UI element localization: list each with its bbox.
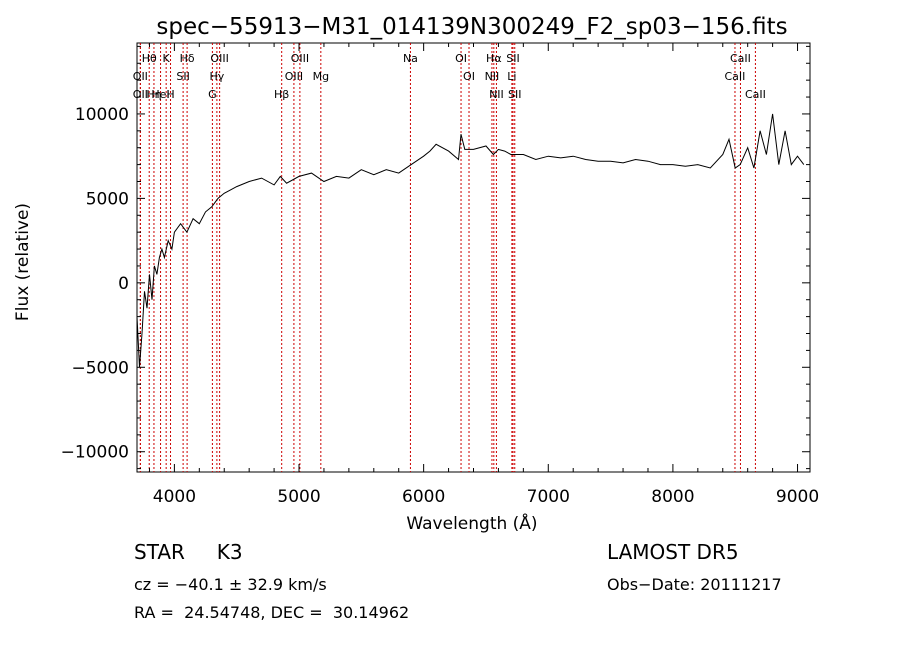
coordinates-label: RA = 24.54748, DEC = 30.14962 [134, 603, 410, 622]
y-tick-label: −5000 [71, 358, 129, 378]
line-label: OIII [285, 70, 303, 83]
line-label: NII [485, 70, 500, 83]
x-tick-label: 9000 [776, 487, 819, 507]
line-label: Mg [313, 70, 329, 83]
x-tick-label: 8000 [651, 487, 694, 507]
spectral-class-label: STAR K3 [134, 540, 243, 564]
line-label: CaII [725, 70, 746, 83]
x-tick-label: 6000 [402, 487, 445, 507]
x-tick-label: 7000 [527, 487, 570, 507]
x-axis-ticks: 4000 5000 6000 7000 8000 9000 [148, 43, 819, 507]
line-label: Hθ [142, 52, 157, 65]
y-axis-label: Flux (relative) [13, 203, 33, 321]
spectrum-line [136, 113, 805, 368]
line-label: Hγ [209, 70, 224, 83]
line-label: CaII [730, 52, 751, 65]
line-label: OI [455, 52, 467, 65]
line-label: Na [403, 52, 418, 65]
plot-frame [136, 42, 811, 473]
y-tick-label: 5000 [86, 189, 129, 209]
line-label: K [163, 52, 171, 65]
y-tick-label: 0 [118, 274, 129, 294]
survey-label: LAMOST DR5 [607, 540, 739, 564]
line-label: SII [508, 88, 521, 101]
observation-date-label: Obs−Date: 20111217 [607, 575, 782, 594]
line-label: Hα [486, 52, 502, 65]
y-axis-ticks: −10000 −5000 0 5000 10000 [61, 45, 810, 470]
line-label: G [208, 88, 217, 101]
line-label: OII [133, 70, 148, 83]
line-label: OI [463, 70, 475, 83]
redshift-label: cz = −40.1 ± 32.9 km/s [134, 575, 327, 594]
line-label: Li [507, 70, 516, 83]
line-label: HeI [151, 88, 169, 101]
line-label: Hη [146, 88, 161, 101]
y-tick-label: 10000 [75, 105, 129, 125]
line-label: OII [133, 88, 148, 101]
x-axis-label: Wavelength (Å) [406, 512, 537, 534]
line-label: Hδ [180, 52, 195, 65]
x-tick-label: 5000 [277, 487, 320, 507]
line-label: OIII [210, 52, 228, 65]
line-label: H [166, 88, 174, 101]
y-tick-label: −10000 [61, 443, 129, 463]
x-tick-label: 4000 [153, 487, 196, 507]
chart-title: spec−55913−M31_014139N300249_F2_sp03−156… [156, 14, 787, 40]
line-label: SII [176, 70, 189, 83]
line-label: OIII [291, 52, 309, 65]
line-label: CaII [745, 88, 766, 101]
spectral-line-markers [139, 43, 756, 472]
line-label: Hβ [274, 88, 289, 101]
line-label: SII [506, 52, 519, 65]
line-label: NII [489, 88, 504, 101]
